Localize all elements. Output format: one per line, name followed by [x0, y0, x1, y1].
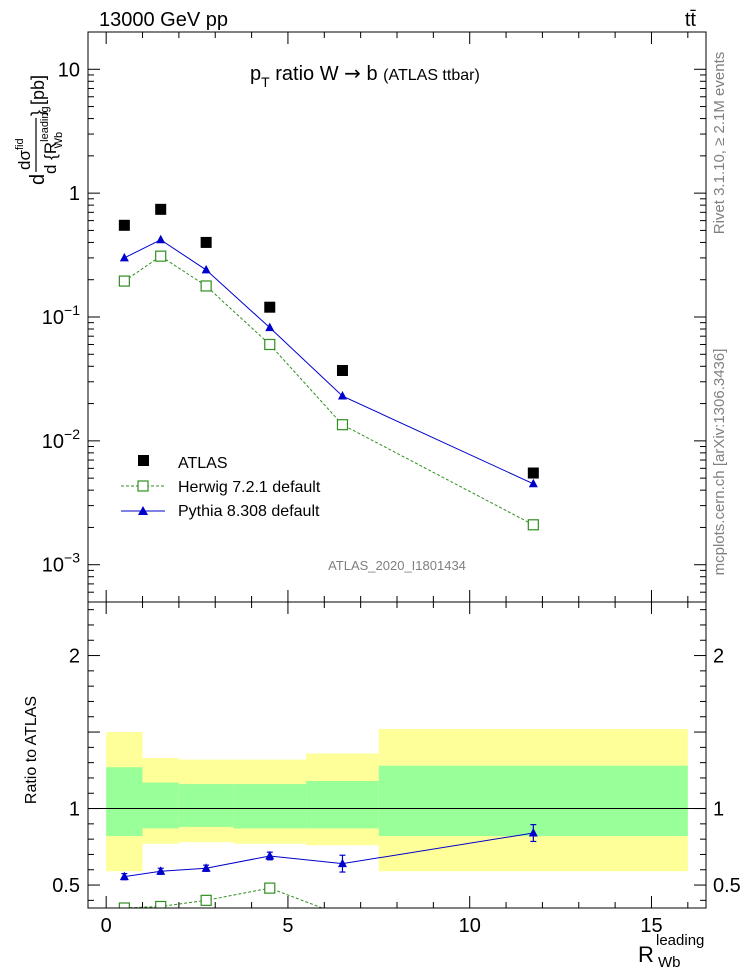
ratio-axis-ticks: 0.5 0.5 1 1 2 2 0 5 10 15: [52, 602, 741, 937]
ylabel-unit: } [pb]: [28, 75, 48, 116]
atlas-point: [155, 203, 167, 215]
herwig-line: [124, 255, 534, 526]
main-series-layer: [118, 203, 539, 531]
herwig-point: [118, 275, 130, 287]
ratio-band-inner: [106, 767, 143, 837]
ratio-pythia-point: [337, 858, 347, 868]
ylabel-d: d: [27, 174, 49, 185]
ratio-band-inner: [178, 784, 234, 827]
title-rest: ratio W: [270, 63, 344, 85]
ratio-series-layer: [118, 824, 538, 928]
main-y-tick-label: 10−2: [42, 426, 80, 453]
ylabel-num: dσfid: [14, 138, 34, 170]
ratio-pythia-point: [201, 863, 211, 872]
title-b: b: [361, 63, 383, 85]
xlabel-wb: Wb: [658, 954, 681, 971]
main-axis-ticks: 10−3 10−2 10−1 1 10: [42, 31, 706, 603]
ratio-y-tick-label: 1: [69, 799, 80, 821]
title-p: p: [250, 63, 261, 85]
ratio-pythia-point: [156, 866, 166, 875]
ratio-pythia-point: [528, 828, 538, 837]
ylabel-leading: leading: [39, 106, 51, 141]
main-ylabel: d dσfid d {Rleading Wb } [pb]: [14, 75, 65, 185]
ratio-herwig-point: [528, 918, 538, 928]
legend-pythia-marker: [138, 506, 148, 515]
pythia-point: [265, 322, 275, 332]
process-label: tt̄: [685, 9, 697, 31]
ratio-herwig-point: [337, 911, 347, 921]
ratio-ylabel: Ratio to ATLAS: [23, 696, 40, 804]
title-arrow: →: [344, 61, 361, 85]
legend-pythia-label: Pythia 8.308 default: [178, 503, 320, 520]
title-sub: T: [261, 74, 270, 90]
pythia-point: [119, 252, 129, 262]
energy-label: 13000 GeV pp: [99, 9, 228, 31]
main-y-tick-label: 10−1: [42, 302, 80, 329]
main-y-tick-label: 10−3: [42, 550, 80, 577]
herwig-point: [527, 519, 539, 531]
herwig-point: [155, 250, 167, 262]
x-tick-label: 10: [459, 915, 481, 937]
pythia-point: [156, 234, 166, 244]
ratio-y-tick-label: 0.5: [52, 875, 80, 897]
x-axis-label: R leading Wb: [638, 932, 704, 971]
pythia-line: [124, 239, 534, 485]
ratio-herwig-point: [200, 894, 212, 906]
ylabel-den: d {Rleading Wb: [39, 106, 65, 174]
xlabel-r: R: [638, 942, 654, 967]
herwig-point: [264, 338, 276, 351]
ratio-herwig-line: [124, 887, 324, 908]
ratio-band-inner: [142, 782, 179, 829]
ratio-y-tick-label-right: 0.5: [713, 875, 741, 897]
pythia-point: [337, 391, 347, 400]
ratio-panel: 0.5 0.5 1 1 2 2 0 5 10 15 Ratio to ATLAS R leadin…: [23, 601, 741, 971]
main-y-tick-label: 10: [58, 59, 80, 81]
ratio-pythia-point: [265, 850, 275, 860]
xlabel-leading: leading: [656, 932, 704, 949]
pythia-point: [201, 264, 211, 274]
ratio-y-tick-label-right: 2: [713, 646, 724, 668]
ratio-y-tick-label: 2: [69, 646, 80, 668]
ratio-herwig-point: [155, 900, 167, 908]
legend-herwig-marker: [137, 480, 149, 492]
analysis-id: ATLAS_2020_I1801434: [328, 558, 466, 573]
ratio-band-inner: [233, 784, 307, 829]
main-y-tick-label: 1: [69, 183, 80, 205]
ratio-band-inner: [306, 781, 379, 829]
pythia-point: [528, 478, 538, 488]
main-panel: 10−3 10−2 10−1 1 10 pT ratio W → b (ATLAS tt…: [14, 31, 707, 603]
legend-herwig-label: Herwig 7.2.1 default: [178, 479, 321, 496]
ylabel-wb: Wb: [53, 132, 65, 149]
atlas-point: [200, 236, 212, 248]
legend-atlas-marker: [138, 455, 149, 466]
rivet-label: Rivet 3.1.10, ≥ 2.1M events: [711, 52, 728, 235]
ylabel-fid: fid: [14, 138, 26, 150]
x-tick-label: 5: [282, 915, 293, 937]
ratio-pythia-point: [119, 871, 129, 881]
herwig-point: [200, 280, 212, 292]
x-tick-label: 15: [640, 915, 662, 937]
atlas-point: [118, 219, 130, 231]
x-tick-label: 0: [101, 915, 112, 937]
title-small: (ATLAS ttbar): [383, 67, 480, 84]
ylabel-dr: d {R: [41, 142, 60, 174]
ratio-pythia-line: [124, 832, 534, 878]
herwig-point: [336, 419, 349, 431]
legend-atlas-label: ATLAS: [178, 455, 228, 472]
atlas-point: [527, 467, 539, 479]
atlas-point: [336, 364, 348, 376]
ratio-y-tick-label-right: 1: [713, 799, 724, 821]
mcplots-label: mcplots.cern.ch [arXiv:1306.3436]: [711, 349, 728, 576]
ratio-herwig-point: [118, 902, 130, 908]
chart-title: pT ratio W → b (ATLAS ttbar): [250, 61, 480, 90]
ratio-bands-layer: [88, 728, 706, 872]
ratio-herwig-point: [264, 882, 276, 894]
ylabel-dsigma: dσ: [15, 150, 34, 170]
atlas-point: [264, 301, 276, 313]
legend: ATLAS Herwig 7.2.1 default Pythia 8.308 …: [121, 455, 321, 520]
